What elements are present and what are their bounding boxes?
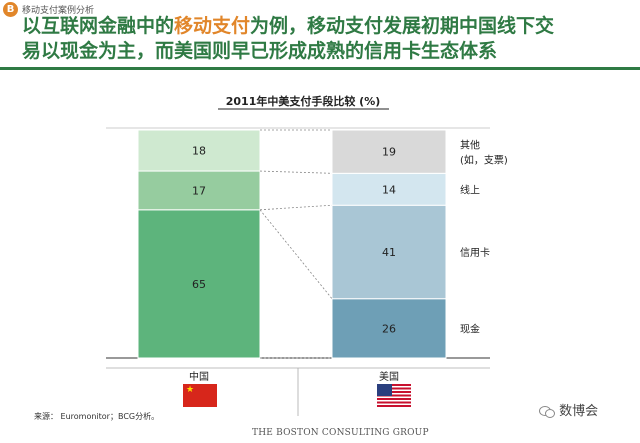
- legend-label-0: 现金: [460, 322, 480, 335]
- legend-label-3-1: (如，支票): [460, 154, 508, 167]
- bar-segment-china-0: [137, 209, 261, 359]
- us-flag-icon: [377, 384, 411, 407]
- bar-segment-us-3: [331, 129, 447, 174]
- bar-segment-china-3: [137, 129, 261, 172]
- title-line-2: 易以现金为主，而美国则早已形成成熟的信用卡生态体系: [22, 40, 498, 62]
- connector-2: [259, 204, 333, 211]
- bar-segment-china-2: [137, 170, 261, 211]
- title-highlight: 移动支付: [174, 15, 251, 37]
- legend-label-2: 线上: [460, 183, 480, 196]
- connector-3: [259, 170, 333, 174]
- data-label-us-0: 26: [382, 322, 396, 335]
- legend-label-3-0: 其他: [460, 139, 480, 152]
- chart-title: 2011年中美支付手段比较 (%): [226, 94, 381, 108]
- title-part-2: 为例，移动支付发展初期中国线下交: [250, 15, 555, 37]
- watermark: 数博会: [539, 400, 598, 419]
- data-label-us-2: 14: [382, 183, 396, 196]
- bar-segment-us-2: [331, 172, 447, 206]
- bar-segment-us-1: [331, 204, 447, 300]
- slide-title: 以互联网金融中的移动支付为例，移动支付发展初期中国线下交 易以现金为主，而美国则…: [22, 14, 634, 64]
- bcg-logo: THE BOSTON CONSULTING GROUP: [252, 428, 429, 438]
- data-label-us-1: 41: [382, 246, 396, 259]
- category-label-1: 美国: [379, 370, 399, 383]
- wechat-icon: [539, 405, 555, 418]
- category-label-0: 中国: [189, 370, 209, 383]
- china-flag-icon: ★: [183, 384, 217, 407]
- legend-label-1: 信用卡: [460, 246, 490, 259]
- title-part-1: 以互联网金融中的: [22, 15, 175, 37]
- data-label-china-0: 65: [192, 278, 206, 291]
- section-badge: B: [3, 2, 18, 17]
- title-divider: [0, 67, 640, 70]
- data-label-china-3: 18: [192, 145, 206, 158]
- section-label: 移动支付案例分析: [22, 6, 95, 16]
- connector-1: [259, 209, 333, 299]
- data-label-us-3: 19: [382, 146, 396, 159]
- data-label-china-2: 17: [192, 184, 206, 197]
- source-note: 来源： Euromonitor；BCG分析。: [34, 412, 160, 421]
- bar-segment-us-0: [331, 298, 447, 359]
- watermark-text: 数博会: [559, 404, 599, 419]
